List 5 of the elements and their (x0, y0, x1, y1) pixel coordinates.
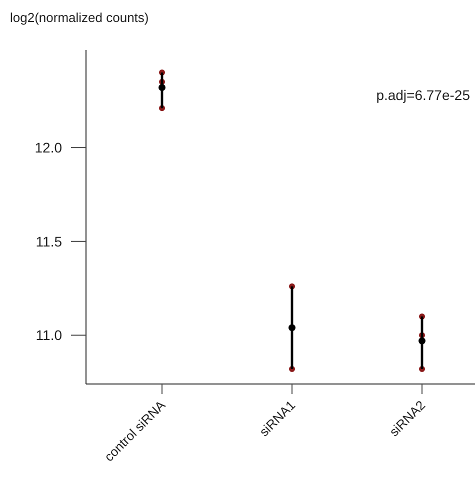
y-tick-label: 12.0 (34, 139, 62, 156)
annotation: p.adj=6.77e-25 (376, 87, 470, 103)
y-tick-label: 11.5 (36, 233, 62, 250)
y-axis-title: log2(normalized counts) (10, 10, 149, 25)
y-tick-label: 11.0 (36, 327, 62, 344)
